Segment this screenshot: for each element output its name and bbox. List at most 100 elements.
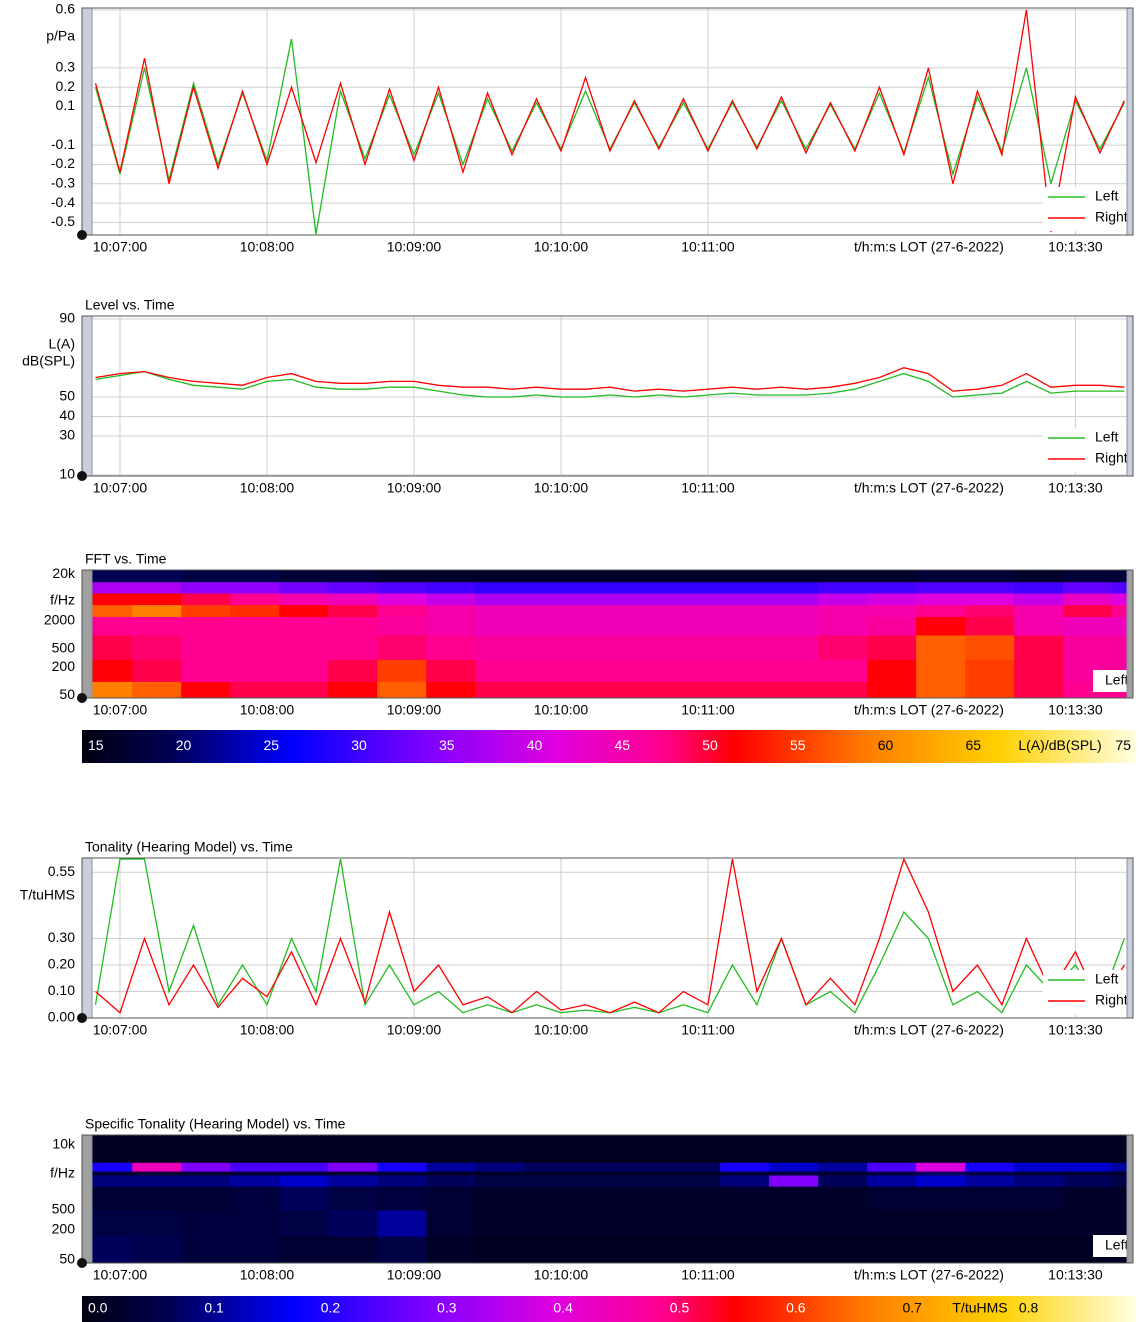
heatmap-cell <box>573 1171 623 1176</box>
y-tick-label: 20k <box>52 565 76 581</box>
heatmap-cell <box>230 1236 280 1263</box>
heatmap-cell <box>622 1209 672 1237</box>
colorbar-tick-label: 65 <box>966 737 982 753</box>
heatmap-cell <box>181 659 231 682</box>
colorbar-tick-label: 0.2 <box>321 1300 341 1316</box>
x-tick-label: 10:11:00 <box>681 1267 735 1283</box>
heatmap-cell <box>720 634 770 660</box>
y-tick-label: 200 <box>52 658 76 674</box>
heatmap-cell <box>1063 604 1113 617</box>
heatmap-cell <box>279 634 329 660</box>
heatmap-cell <box>573 1236 623 1263</box>
x-tick-label: 10:11:00 <box>681 702 735 718</box>
colorbar-tick-label: 50 <box>702 737 718 753</box>
heatmap-cell <box>230 659 280 682</box>
heatmap-cell <box>377 1175 427 1187</box>
heatmap-cell <box>622 616 672 636</box>
heatmap-cell <box>671 1236 721 1263</box>
heatmap-cell <box>475 616 525 636</box>
heatmap-cell <box>475 581 525 594</box>
heatmap-cell <box>818 581 868 594</box>
heatmap-cell <box>377 1186 427 1211</box>
heatmap-cell <box>916 1175 966 1187</box>
heatmap-cell <box>769 681 819 698</box>
heatmap-cell <box>279 592 329 606</box>
heatmap-cell <box>377 592 427 606</box>
heatmap-cell <box>230 581 280 594</box>
heatmap-cell <box>377 581 427 594</box>
y-tick-label: -0.2 <box>51 155 75 171</box>
heatmap-cell <box>132 1186 182 1211</box>
scroll-handle-left <box>81 857 93 1019</box>
heatmap-cell <box>83 681 133 698</box>
heatmap-cell <box>622 634 672 660</box>
channel-label: Left <box>1105 1237 1128 1253</box>
y-tick-label: -0.1 <box>51 136 75 152</box>
heatmap-cell <box>867 681 917 698</box>
heatmap-cell <box>426 659 476 682</box>
y-tick-label: 30 <box>59 427 75 443</box>
heatmap-cell <box>1063 634 1113 660</box>
heatmap-cell <box>475 1171 525 1176</box>
legend-label: Left <box>1095 971 1118 987</box>
heatmap-cell <box>377 1171 427 1176</box>
chart-title: Specific Tonality (Hearing Model) vs. Ti… <box>85 1116 346 1132</box>
heatmap-cell <box>279 604 329 617</box>
heatmap-cell <box>279 570 329 583</box>
x-tick-label: 10:07:00 <box>93 702 148 718</box>
heatmap-cell <box>769 570 819 583</box>
plot-frame <box>81 315 1134 477</box>
x-axis-label: t/h:m:s LOT (27-6-2022) <box>854 239 1004 255</box>
colorbar-tick-label: 0.0 <box>88 1300 108 1316</box>
heatmap-cell <box>818 1236 868 1263</box>
colorbar-tick-label: 35 <box>439 737 455 753</box>
x-axis-label: t/h:m:s LOT (27-6-2022) <box>854 702 1004 718</box>
scroll-handle-left <box>81 1134 93 1264</box>
y-tick-label: 2000 <box>44 612 75 628</box>
colorbar-tick-label: 25 <box>264 737 280 753</box>
colorbar-tick-label: 55 <box>790 737 806 753</box>
y-tick-label: -0.3 <box>51 175 75 191</box>
heatmap-cell <box>475 1175 525 1187</box>
heatmap-cell <box>279 1171 329 1176</box>
heatmap-cell <box>279 1162 329 1172</box>
heatmap-cell <box>867 581 917 594</box>
heatmap-cell <box>916 604 966 617</box>
heatmap-cell <box>622 1162 672 1172</box>
heatmap-cell <box>426 592 476 606</box>
series-line <box>95 858 1125 1014</box>
heatmap-cell <box>426 570 476 583</box>
heatmap-cell <box>916 1162 966 1172</box>
heatmap-cell <box>965 570 1015 583</box>
x-tick-label: 10:09:00 <box>387 480 442 496</box>
heatmap-cell <box>818 681 868 698</box>
heatmap-cell <box>818 1175 868 1187</box>
heatmap-cell <box>328 604 378 617</box>
heatmap-cell <box>671 604 721 617</box>
x-tick-label: 10:13:30 <box>1048 1022 1103 1038</box>
y-tick-label: 0.3 <box>56 59 76 75</box>
heatmap-cell <box>720 616 770 636</box>
x-tick-label: 10:13:30 <box>1048 1267 1103 1283</box>
heatmap-cell <box>720 581 770 594</box>
heatmap-cell <box>181 1236 231 1263</box>
heatmap-cell <box>181 581 231 594</box>
heatmap-cell <box>818 1209 868 1237</box>
colorbar-tick-label: 75 <box>1115 737 1131 753</box>
heatmap-cell <box>720 1162 770 1172</box>
plot-area <box>82 8 1133 235</box>
heatmap-cell <box>573 634 623 660</box>
heatmap-cell <box>181 1162 231 1172</box>
colorbar-tick-label: 60 <box>878 737 894 753</box>
origin-marker <box>77 471 87 481</box>
colorbar-tick-label: 40 <box>527 737 543 753</box>
heatmap-cell <box>1014 592 1064 606</box>
x-tick-label: 10:11:00 <box>681 480 735 496</box>
heatmap-cell <box>671 616 721 636</box>
heatmap-cell <box>475 570 525 583</box>
heatmap-cell <box>1063 592 1113 606</box>
heatmap-cell <box>475 1236 525 1263</box>
colorbar-tick-label: 0.5 <box>670 1300 690 1316</box>
x-tick-label: 10:10:00 <box>534 239 589 255</box>
heatmap-cell <box>965 581 1015 594</box>
